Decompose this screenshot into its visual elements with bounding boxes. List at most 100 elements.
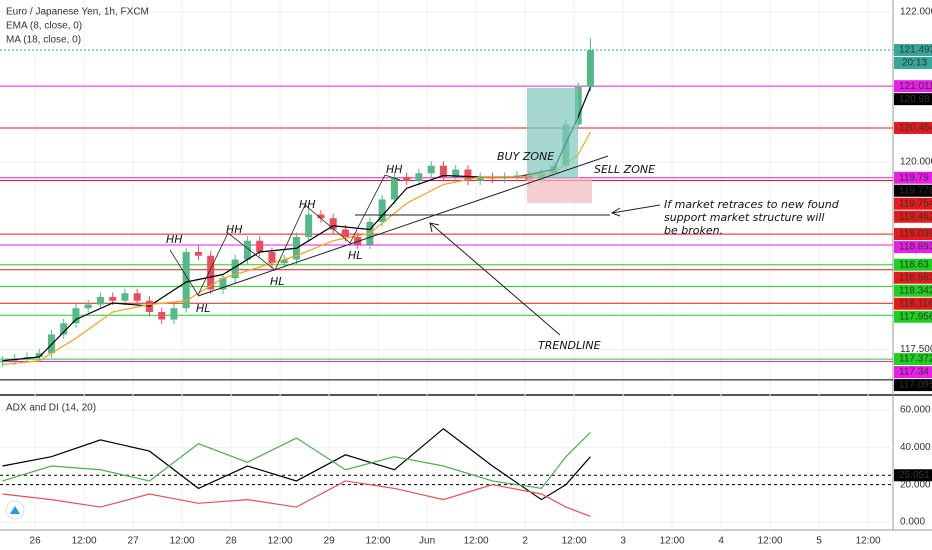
note-line: be broken. xyxy=(664,224,723,237)
price-label-box xyxy=(894,310,932,323)
level-label-box xyxy=(894,469,932,482)
candle-body xyxy=(109,297,117,301)
hl-label: HL xyxy=(348,249,362,262)
logo-mark xyxy=(10,506,20,514)
trendline xyxy=(197,155,609,297)
note-arrow xyxy=(611,204,661,214)
candle-body xyxy=(378,199,386,222)
x-tick-label: 27 xyxy=(128,536,140,547)
candle-body xyxy=(35,353,43,357)
x-tick-label: 3 xyxy=(620,536,626,547)
candle-body xyxy=(427,165,435,174)
price-label-box xyxy=(894,366,932,379)
buy-zone-box xyxy=(527,88,578,178)
price-label: 117.095 xyxy=(899,380,932,391)
candle-body xyxy=(354,237,362,245)
candle-body xyxy=(488,177,496,179)
candle-body xyxy=(329,218,337,230)
x-tick-label: 4 xyxy=(718,536,724,547)
candle-body xyxy=(243,240,251,260)
candle-body xyxy=(501,177,509,179)
price-label: 119.754 xyxy=(899,198,932,209)
y-tick-label: 20.000 xyxy=(900,479,931,490)
note-line: support market structure will xyxy=(664,211,824,224)
x-tick-label: 12:00 xyxy=(366,536,391,547)
price-label: 118.342 xyxy=(899,285,932,296)
price-label-box xyxy=(894,121,932,134)
price-label-box xyxy=(894,297,932,310)
level-label: 25.051 xyxy=(899,470,930,481)
y-tick-label: 60.000 xyxy=(900,405,931,416)
indicator-line xyxy=(2,86,591,362)
candle-body xyxy=(439,165,447,177)
candle-body xyxy=(219,278,227,290)
candle-body xyxy=(133,293,141,301)
candle-body xyxy=(317,214,325,219)
x-tick-label: 12:00 xyxy=(170,536,195,547)
candle-body xyxy=(256,240,264,252)
candle-body xyxy=(84,304,92,309)
x-tick-label: 28 xyxy=(226,536,238,547)
candle-body xyxy=(182,252,190,309)
x-tick-label: 12:00 xyxy=(464,536,489,547)
legend-entry: EMA (8, close, 0) xyxy=(6,21,82,32)
price-label: 117.372 xyxy=(899,354,932,365)
structure-line xyxy=(169,174,401,296)
indicator-line xyxy=(2,131,591,366)
candle-body xyxy=(305,214,313,237)
x-tick-label: Jun xyxy=(419,536,435,547)
price-label: 118.563 xyxy=(899,272,932,283)
candle-body xyxy=(96,297,104,305)
candle-body xyxy=(341,229,349,237)
price-label-box xyxy=(894,271,932,284)
candle-body xyxy=(452,169,460,177)
x-tick-label: 26 xyxy=(30,536,42,547)
price-label-box xyxy=(894,353,932,366)
x-tick-label: 12:00 xyxy=(660,536,685,547)
price-label: 121.493 xyxy=(899,45,932,56)
indicator-line xyxy=(2,427,591,501)
candle-body xyxy=(476,177,484,181)
price-label-box xyxy=(894,184,932,197)
candle-body xyxy=(403,177,411,181)
price-label: 117.34 xyxy=(899,367,929,378)
legend-entry: MA (18, close, 0) xyxy=(6,35,81,46)
price-label-box xyxy=(894,379,932,392)
y-tick-label: 40.000 xyxy=(900,442,931,453)
candle-body xyxy=(207,255,215,290)
sell-zone-box xyxy=(527,178,592,203)
y-tick-label: 117.500 xyxy=(900,344,932,355)
x-tick-label: 12:00 xyxy=(72,536,97,547)
note-line: If market retraces to new found xyxy=(664,198,840,211)
candle-body xyxy=(574,87,582,125)
candle-body xyxy=(170,308,178,320)
candle-body xyxy=(415,173,423,181)
candle-body xyxy=(268,252,276,264)
trendline-arrow-head xyxy=(429,222,440,233)
price-label: 118.63 xyxy=(899,259,929,270)
price-label: 119.462 xyxy=(899,211,932,222)
price-label-box xyxy=(894,197,932,210)
y-tick-label: 120.000 xyxy=(900,157,932,168)
price-label: 118.116 xyxy=(899,298,932,309)
x-tick-label: 12:00 xyxy=(758,536,783,547)
candle-body xyxy=(194,252,202,256)
candle-body xyxy=(72,308,80,324)
candle-body xyxy=(586,50,594,87)
price-label-box xyxy=(894,93,932,106)
price-label: 119.039 xyxy=(899,229,932,240)
price-label: 120.454 xyxy=(899,123,932,134)
price-label-box xyxy=(894,258,932,271)
candle-body xyxy=(60,323,68,335)
candle-body xyxy=(464,169,472,181)
indicator-line xyxy=(2,432,591,490)
x-tick-label: 2 xyxy=(522,536,528,547)
hh-label: HH xyxy=(386,163,403,176)
x-tick-label: 29 xyxy=(324,536,336,547)
price-label: 119.778 xyxy=(899,185,932,196)
price-label: 119.79 xyxy=(899,172,929,183)
x-tick-label: 12:00 xyxy=(268,536,293,547)
price-label-box xyxy=(894,80,932,93)
